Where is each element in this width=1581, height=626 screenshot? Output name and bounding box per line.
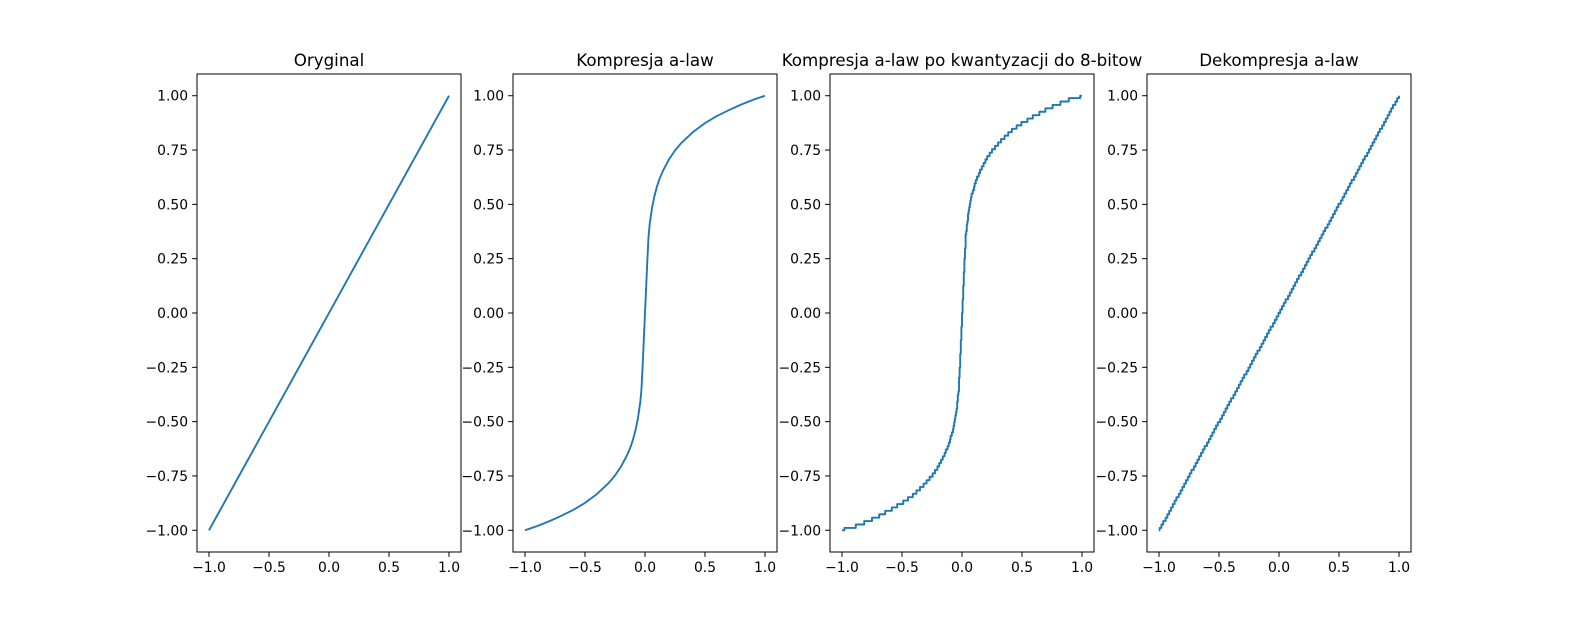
y-tick-label: 0.50	[157, 197, 188, 213]
x-tick-label: 0.0	[318, 560, 340, 576]
y-tick-label: 0.00	[1107, 306, 1138, 322]
x-tick-label: −1.0	[1142, 560, 1176, 576]
y-tick-label: 0.75	[790, 143, 821, 159]
series-line	[841, 94, 1083, 532]
series-line	[524, 94, 766, 532]
y-tick-label: 0.75	[473, 143, 504, 159]
y-tick-label: −0.25	[779, 360, 822, 376]
y-tick-label: −1.00	[146, 523, 189, 539]
x-axis: −1.0 −0.5 0.0 0.5 1.0	[825, 552, 1093, 576]
y-tick-label: 0.50	[790, 197, 821, 213]
subplot-dekompresja: Dekompresja a-law −1.0 −0.5 0.0 0.5 1.0 1.00…	[1096, 50, 1412, 576]
y-tick-label: −0.50	[146, 415, 189, 431]
series-line	[1158, 95, 1400, 532]
y-tick-label: 0.25	[157, 252, 188, 268]
y-tick-label: 1.00	[473, 89, 504, 105]
x-tick-label: −0.5	[252, 560, 286, 576]
x-tick-label: −0.5	[1202, 560, 1236, 576]
y-tick-label: 1.00	[790, 89, 821, 105]
x-tick-label: −1.0	[192, 560, 226, 576]
x-tick-label: 0.0	[1268, 560, 1290, 576]
y-tick-label: −0.25	[146, 360, 189, 376]
y-tick-label: 0.25	[473, 252, 504, 268]
subplot-title: Kompresja a-law po kwantyzacji do 8-bito…	[782, 50, 1143, 70]
y-tick-label: −1.00	[1096, 523, 1139, 539]
subplot-oryginal: Oryginal −1.0 −0.5 0.0 0.5 1.0 1.00 0.75 0.50 0…	[146, 50, 462, 576]
x-axis: −1.0 −0.5 0.0 0.5 1.0	[1142, 552, 1410, 576]
y-tick-label: −1.00	[462, 523, 505, 539]
y-tick-label: −0.75	[1096, 469, 1139, 485]
y-tick-label: 0.50	[473, 197, 504, 213]
subplot-kompresja: Kompresja a-law −1.0 −0.5 0.0 0.5 1.0 1.00 0.…	[462, 50, 778, 576]
y-tick-label: −0.25	[462, 360, 505, 376]
y-tick-label: 1.00	[157, 89, 188, 105]
y-tick-label: −0.75	[146, 469, 189, 485]
y-tick-label: −0.50	[779, 415, 822, 431]
series-line	[208, 95, 450, 531]
y-axis: 1.00 0.75 0.50 0.25 0.00 −0.25 −0.50 −0.75 −1.00	[146, 89, 197, 539]
x-tick-label: 0.5	[1328, 560, 1350, 576]
x-tick-label: 0.5	[1011, 560, 1033, 576]
y-axis: 1.00 0.75 0.50 0.25 0.00 −0.25 −0.50 −0.75 −1.00	[1096, 89, 1147, 539]
x-tick-label: −0.5	[885, 560, 919, 576]
x-axis: −1.0 −0.5 0.0 0.5 1.0	[192, 552, 460, 576]
y-tick-label: −0.50	[1096, 415, 1139, 431]
y-axis: 1.00 0.75 0.50 0.25 0.00 −0.25 −0.50 −0.75 −1.00	[779, 89, 830, 539]
y-tick-label: −1.00	[779, 523, 822, 539]
x-tick-label: −1.0	[825, 560, 859, 576]
x-tick-label: 0.5	[694, 560, 716, 576]
y-tick-label: 0.50	[1107, 197, 1138, 213]
y-tick-label: 0.00	[790, 306, 821, 322]
y-axis: 1.00 0.75 0.50 0.25 0.00 −0.25 −0.50 −0.75 −1.00	[462, 89, 513, 539]
x-tick-label: −1.0	[508, 560, 542, 576]
y-tick-label: 0.75	[157, 143, 188, 159]
y-tick-label: 0.00	[473, 306, 504, 322]
x-tick-label: 0.0	[951, 560, 973, 576]
x-tick-label: −0.5	[568, 560, 602, 576]
x-tick-label: 1.0	[1388, 560, 1410, 576]
x-tick-label: 1.0	[438, 560, 460, 576]
y-tick-label: 1.00	[1107, 89, 1138, 105]
subplot-title: Dekompresja a-law	[1199, 50, 1359, 70]
x-tick-label: 1.0	[754, 560, 776, 576]
x-tick-label: 0.5	[378, 560, 400, 576]
y-tick-label: 0.75	[1107, 143, 1138, 159]
y-tick-label: −0.50	[462, 415, 505, 431]
y-tick-label: 0.00	[157, 306, 188, 322]
y-tick-label: −0.75	[779, 469, 822, 485]
x-tick-label: 1.0	[1071, 560, 1093, 576]
y-tick-label: −0.75	[462, 469, 505, 485]
subplot-kompresja-kwantyzacja: Kompresja a-law po kwantyzacji do 8-bito…	[779, 50, 1143, 576]
x-tick-label: 0.0	[634, 560, 656, 576]
subplot-title: Kompresja a-law	[576, 50, 714, 70]
subplot-title: Oryginal	[294, 50, 365, 70]
y-tick-label: −0.25	[1096, 360, 1139, 376]
y-tick-label: 0.25	[790, 252, 821, 268]
x-axis: −1.0 −0.5 0.0 0.5 1.0	[508, 552, 776, 576]
y-tick-label: 0.25	[1107, 252, 1138, 268]
